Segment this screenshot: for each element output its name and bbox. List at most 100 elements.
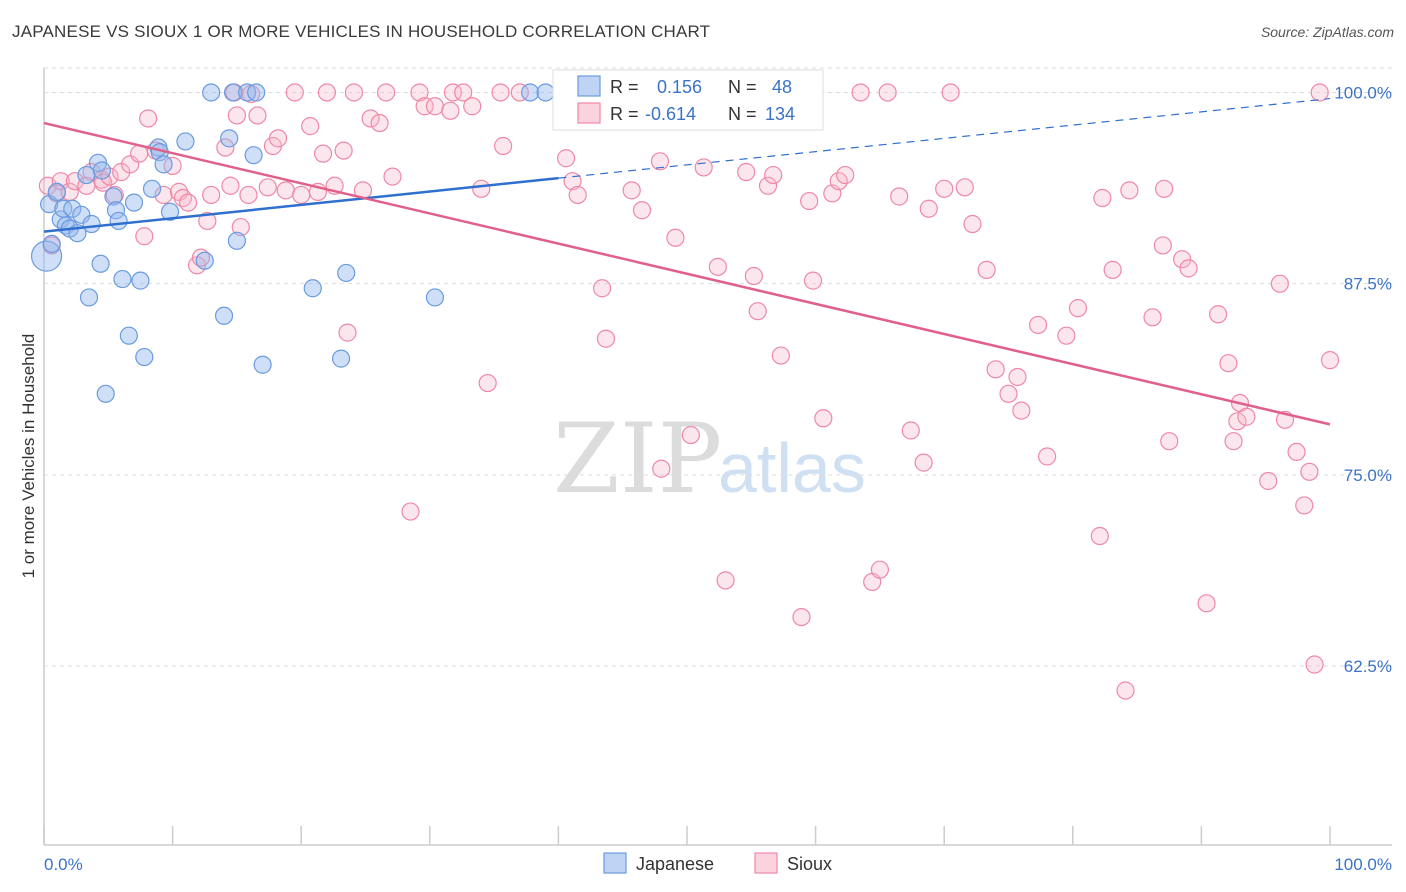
sioux-point [1116, 681, 1135, 700]
sioux-point [1310, 83, 1329, 102]
sioux-point [317, 83, 337, 102]
japanese-point [135, 347, 154, 367]
sioux-point [764, 165, 783, 185]
sioux-point [963, 214, 982, 234]
sioux-point [285, 83, 304, 102]
watermark-atlas: atlas [718, 429, 866, 507]
sioux-point [239, 185, 258, 205]
sioux-point [803, 271, 823, 290]
japanese-point [106, 201, 126, 220]
trendlines [43, 97, 1331, 426]
sioux-point [454, 83, 473, 102]
legend-sioux-label: Sioux [787, 854, 832, 874]
watermark-zip: ZIP [553, 403, 722, 515]
sioux-point [510, 83, 529, 102]
sioux-point [361, 109, 380, 128]
sioux-point [557, 149, 576, 168]
japanese-point [119, 326, 138, 345]
sioux-point [1160, 432, 1179, 451]
japanese-point [223, 83, 243, 102]
japanese-point [96, 384, 115, 403]
sioux-point [744, 266, 763, 286]
sioux-point [914, 453, 933, 472]
sioux-point [1143, 308, 1162, 327]
sioux-point [1270, 274, 1289, 293]
sioux-point [268, 129, 288, 148]
sioux-point [632, 201, 652, 220]
sioux-point [425, 97, 445, 116]
sioux-point [1028, 315, 1048, 335]
japanese-point [331, 349, 351, 368]
japanese-point [82, 214, 101, 234]
sioux-point [901, 421, 920, 440]
sioux-point [650, 152, 670, 171]
sioux-point [1057, 326, 1076, 345]
sioux-point [681, 425, 700, 445]
x-tick-label-max: 100.0% [1334, 855, 1392, 874]
sioux-point [1012, 401, 1031, 420]
sioux-point [410, 83, 429, 102]
sioux-point [139, 109, 158, 128]
japanese-point [244, 146, 263, 165]
japanese-point [160, 202, 180, 221]
sioux-point [652, 459, 671, 478]
sioux-point [878, 83, 897, 102]
sioux-point [593, 279, 612, 298]
japanese-point [63, 199, 82, 218]
sioux-point [1179, 259, 1198, 278]
sioux-point [472, 179, 491, 198]
japanese-point [202, 83, 221, 102]
source-credit: Source: ZipAtlas.com [1260, 24, 1394, 40]
sioux-point [313, 144, 333, 163]
sioux-point [231, 217, 250, 237]
japanese-point [30, 240, 63, 272]
sioux-point [870, 560, 890, 579]
sioux-point [792, 608, 811, 627]
sioux-point [1305, 655, 1324, 674]
sioux-point [1090, 526, 1109, 546]
sioux-point [568, 185, 587, 205]
sioux-point [227, 106, 246, 125]
sioux-point [814, 409, 833, 428]
sioux-point [370, 113, 389, 133]
sioux-point [977, 260, 996, 279]
japanese-r-label: R = [610, 77, 639, 97]
y-axis-tick-labels: 100.0% 87.5% 75.0% 62.5% [1334, 83, 1392, 676]
y-axis-label: 1 or more Vehicles in Household [19, 334, 38, 579]
sioux-point [494, 136, 513, 156]
sioux-point [491, 83, 510, 102]
sioux-point [338, 323, 357, 342]
sioux-point [716, 571, 735, 590]
sioux-point [1224, 432, 1243, 451]
sioux-point [216, 138, 235, 157]
legend-japanese-label: Japanese [636, 854, 714, 874]
sioux-point [301, 117, 320, 136]
sioux-points [38, 83, 1340, 700]
sioux-legend-swatch [577, 102, 601, 124]
sioux-point [292, 185, 311, 205]
sioux-point [198, 211, 217, 231]
japanese-points [30, 83, 555, 403]
chart-title: JAPANESE VS SIOUX 1 OR MORE VEHICLES IN … [12, 22, 711, 41]
japanese-legend-swatch [577, 75, 601, 97]
sioux-point [1219, 354, 1238, 373]
sioux-point [135, 227, 154, 246]
sioux-point [376, 83, 396, 102]
sioux-point [1173, 250, 1192, 269]
sioux-point [248, 106, 267, 125]
japanese-point [536, 83, 555, 102]
sioux-point [999, 384, 1018, 403]
sioux-point [221, 176, 240, 195]
sioux-point [401, 502, 420, 521]
sioux-point [666, 228, 685, 247]
sioux-point [890, 187, 909, 206]
sioux-point [276, 181, 295, 200]
sioux-point [563, 172, 582, 191]
japanese-point [425, 288, 445, 307]
sioux-point [1153, 236, 1172, 255]
sioux-point [443, 83, 463, 102]
sioux-point [1295, 496, 1314, 515]
japanese-point [220, 129, 239, 148]
sioux-n-label: N = [728, 104, 757, 124]
x-tick-label-min: 0.0% [44, 855, 83, 874]
